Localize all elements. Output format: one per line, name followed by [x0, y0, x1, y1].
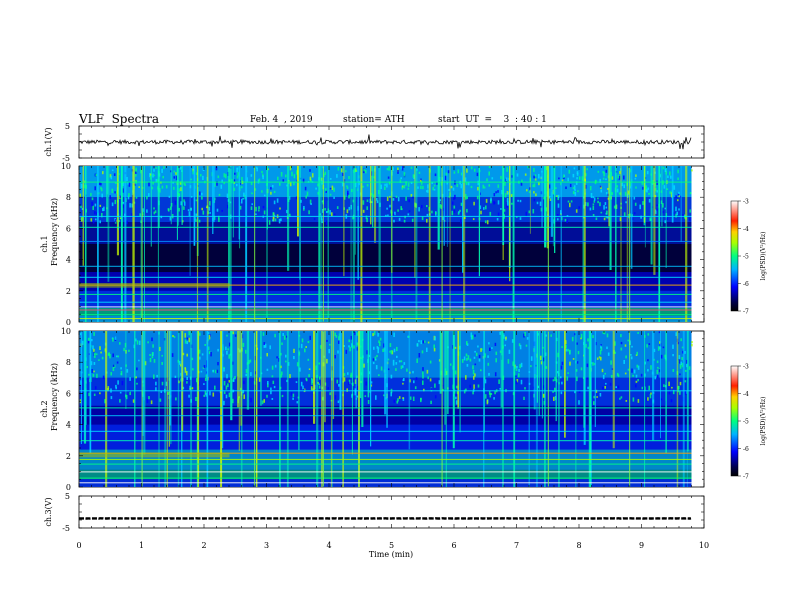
- y-tick-label: 4: [66, 256, 71, 265]
- colorbar-tick-label: -4: [743, 391, 749, 398]
- colorbar-tick-label: -3: [743, 364, 749, 371]
- y-tick-label: 2: [66, 452, 71, 461]
- ch2-frequency-label: Frequency (kHz): [50, 363, 59, 431]
- colorbar-tick-label: -4: [743, 226, 749, 233]
- y-tick-label: 0: [66, 483, 71, 492]
- colorbar-tick-label: -3: [743, 199, 749, 206]
- date-label: Feb. 4 , 2019: [250, 115, 313, 125]
- x-tick-label: 6: [451, 541, 456, 550]
- y-tick-label: 5: [65, 122, 70, 131]
- y-tick-label: 5: [65, 492, 70, 501]
- y-tick-label: 10: [61, 162, 71, 171]
- x-tick-label: 9: [639, 541, 644, 550]
- y-tick-label: 8: [66, 358, 71, 367]
- x-tick-label: 0: [76, 541, 81, 550]
- colorbar-tick-label: -5: [743, 419, 749, 426]
- ch2-channel-label: ch.2: [40, 400, 49, 417]
- station-label: station= ATH: [343, 115, 405, 125]
- x-tick-label: 1: [139, 541, 144, 550]
- y-tick-label: 8: [66, 193, 71, 202]
- x-tick-label: 4: [326, 541, 331, 550]
- x-tick-label: 2: [201, 541, 206, 550]
- y-tick-label: 0: [66, 318, 71, 327]
- ch2-colorbar: -3 -4 -5 -6 -7 log(PSD)(V²/Hz): [730, 364, 767, 481]
- ch1-colorbar-label: log(PSD)(V²/Hz): [760, 232, 767, 281]
- ch1-frequency-label: Frequency (kHz): [50, 198, 59, 266]
- ch1-waveform-ylabel: ch.1(V): [44, 127, 53, 156]
- ch1-colorbar: -3 -4 -5 -6 -7 log(PSD)(V²/Hz): [730, 199, 767, 316]
- y-tick-label: 4: [66, 421, 71, 430]
- ch1-waveform-line: [78, 134, 692, 150]
- colorbar-tick-label: -7: [743, 309, 749, 316]
- chart-title: VLF Spectra: [79, 112, 160, 126]
- ch1-spectrogram: [79, 166, 693, 322]
- ch1-channel-label: ch.1: [40, 235, 49, 252]
- x-tick-label: 7: [514, 541, 519, 550]
- colorbar-tick-label: -6: [743, 281, 749, 288]
- start-time-label: start UT = 3 : 40 : 1: [438, 115, 547, 125]
- x-tick-label: 5: [389, 541, 394, 550]
- x-tick-label: 10: [699, 541, 709, 550]
- ch2-colorbar-label: log(PSD)(V²/Hz): [760, 397, 767, 446]
- y-tick-label: 6: [66, 389, 71, 398]
- colorbar-tick-label: -7: [743, 474, 749, 481]
- x-tick-label: 3: [264, 541, 269, 550]
- x-axis-label: Time (min): [369, 550, 413, 559]
- ch2-spectrogram: [79, 331, 693, 487]
- colorbar-tick-label: -6: [743, 446, 749, 453]
- y-tick-label: 10: [61, 327, 71, 336]
- y-tick-label: 2: [66, 287, 71, 296]
- y-tick-label: -5: [62, 154, 70, 163]
- ch3-waveform-frame: [78, 495, 705, 529]
- x-tick-label: 8: [576, 541, 581, 550]
- ch3-waveform-ylabel: ch.3(V): [44, 497, 53, 526]
- colorbar-tick-label: -5: [743, 254, 749, 261]
- y-tick-label: -5: [62, 524, 70, 533]
- y-tick-label: 6: [66, 224, 71, 233]
